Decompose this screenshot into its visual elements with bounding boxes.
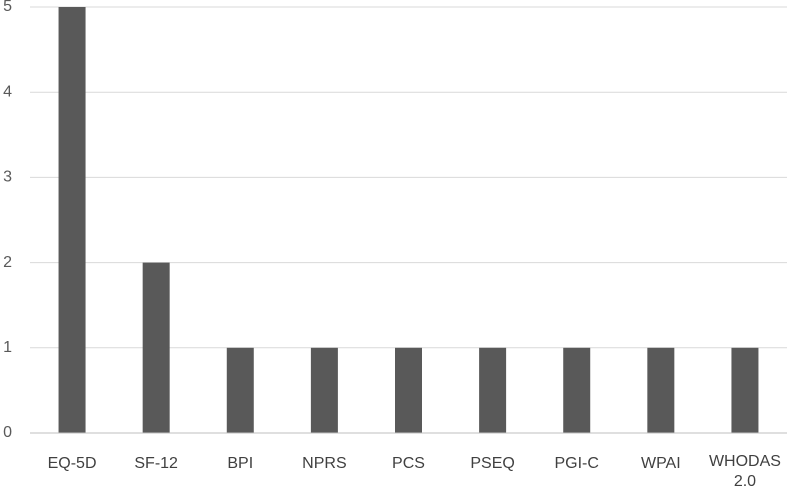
x-tick-label: PSEQ — [470, 455, 514, 472]
x-axis-labels: EQ-5D SF-12 BPI NPRS PCS PSEQ PGI-C WPAI WHODAS 2… — [48, 453, 781, 490]
x-tick-label: NPRS — [302, 455, 346, 472]
y-tick-label: 4 — [3, 83, 12, 100]
bar-pgi-c — [563, 347, 591, 433]
bar-nprs — [310, 347, 338, 433]
bar-whodas-2-0 — [731, 347, 759, 433]
x-tick-label: PGI-C — [554, 455, 598, 472]
x-tick-label: WPAI — [641, 455, 681, 472]
y-tick-label: 2 — [3, 254, 12, 271]
x-tick-label: PCS — [392, 455, 425, 472]
y-tick-label: 3 — [3, 169, 12, 186]
bar-sf-12 — [142, 262, 170, 433]
y-tick-label: 1 — [3, 339, 12, 356]
y-axis-ticks: 0 1 2 3 4 5 — [3, 0, 12, 441]
x-tick-label: WHODAS 2.0 — [709, 453, 781, 490]
bar-pcs — [395, 347, 422, 433]
x-tick-label: EQ-5D — [48, 455, 97, 472]
bar-pseq — [479, 347, 507, 433]
bars — [58, 7, 759, 433]
x-tick-label: BPI — [227, 455, 253, 472]
y-tick-label: 0 — [3, 424, 12, 441]
bar-bpi — [226, 347, 254, 433]
x-tick-label: SF-12 — [134, 455, 178, 472]
bar-eq-5d — [58, 7, 86, 433]
y-tick-label: 5 — [3, 0, 12, 15]
bar-wpai — [647, 347, 675, 433]
